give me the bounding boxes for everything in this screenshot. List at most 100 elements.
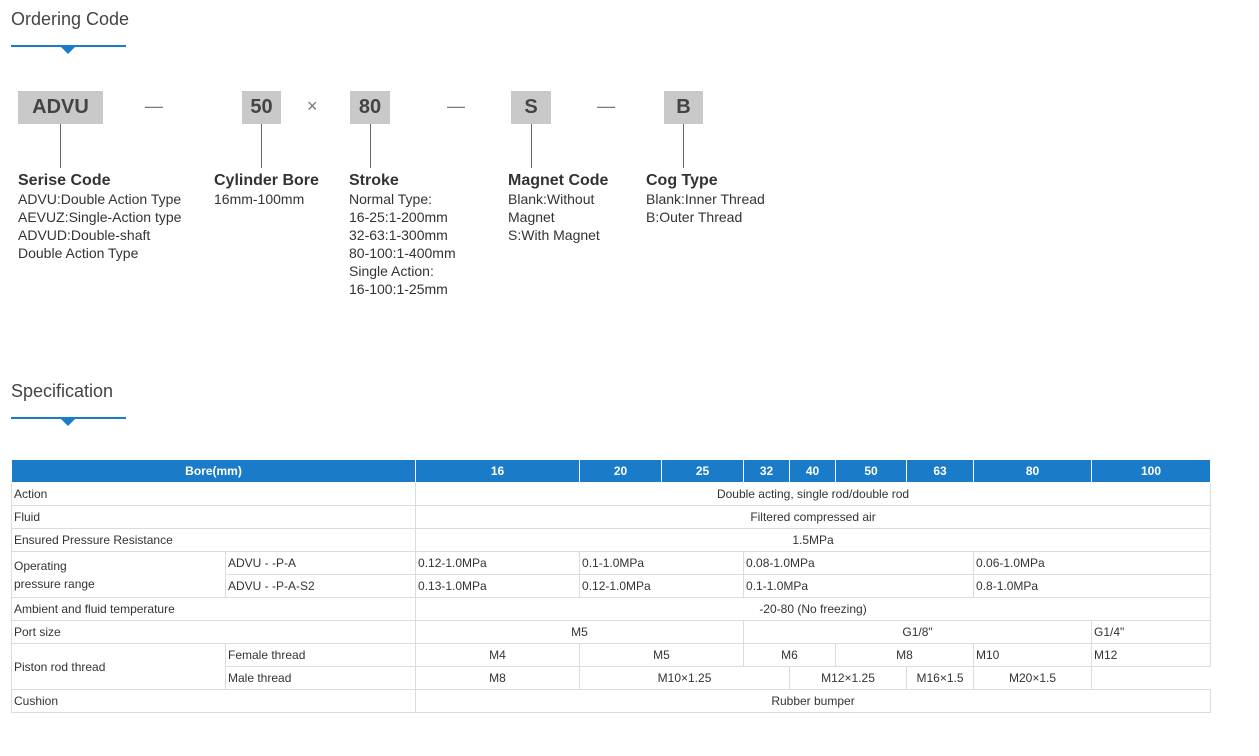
- label-line: pressure range: [14, 576, 95, 591]
- header-cell: 40: [789, 459, 837, 483]
- code-box: S: [511, 91, 551, 124]
- description-line: Blank:Without: [508, 191, 595, 207]
- heading-marker: [61, 419, 75, 426]
- description-line: ADVUD:Double-shaft: [18, 227, 151, 243]
- label-line: Operating: [14, 558, 67, 573]
- description-title: Cylinder Bore: [214, 172, 319, 189]
- sub-label: ADVU - -P-A: [224, 551, 417, 575]
- cell: 0.08-1.0MPa: [743, 551, 975, 575]
- row-label: Ensured Pressure Resistance: [10, 528, 417, 552]
- connector: [531, 124, 532, 168]
- cell: 1.5MPa: [415, 528, 1212, 552]
- description-line: Blank:Inner Thread: [646, 191, 765, 207]
- row: Male thread M8 M10×1.25 M12×1.25 M16×1.5…: [12, 666, 1211, 690]
- description-line: Double Action Type: [18, 245, 139, 261]
- header-row: Bore(mm) 16 20 25 32 40 50 63 80 100: [10, 459, 1212, 483]
- row: Piston rod thread Female thread M4 M5 M6…: [11, 643, 1212, 690]
- row: Ensured Pressure Resistance 1.5MPa: [10, 528, 1212, 552]
- header-cell: Bore(mm): [10, 459, 417, 483]
- cell: 0.1-1.0MPa: [579, 551, 745, 575]
- header-cell: 80: [973, 459, 1093, 483]
- description-title: Cog Type: [646, 172, 718, 189]
- code-box: 50: [242, 91, 281, 124]
- header-cell: 50: [835, 459, 908, 483]
- heading-marker: [61, 47, 75, 54]
- row-label: Ambient and fluid temperature: [10, 597, 417, 621]
- heading-underline: [11, 417, 126, 419]
- header-cell: 20: [579, 459, 663, 483]
- header-cell: 100: [1091, 459, 1212, 483]
- header-cell: 63: [906, 459, 975, 483]
- section-heading: Ordering Code: [11, 9, 130, 29]
- connector: [261, 124, 262, 168]
- sub-label: ADVU - -P-A-S2: [224, 574, 417, 598]
- header-cell: 16: [415, 459, 581, 483]
- code-box: ADVU: [18, 91, 103, 124]
- description-title: Stroke: [349, 172, 399, 189]
- cell: Rubber bumper: [415, 689, 1212, 713]
- row-label: Piston rod thread: [11, 643, 226, 690]
- cell: M4: [415, 643, 581, 667]
- cell: 0.8-1.0MPa: [973, 574, 1212, 598]
- row: Cushion Rubber bumper: [10, 689, 1212, 713]
- cell: M12×1.25: [789, 666, 908, 690]
- row-label: Port size: [10, 620, 417, 644]
- row: Fluid Filtered compressed air: [10, 505, 1212, 529]
- cell: 0.13-1.0MPa: [415, 574, 581, 598]
- cell: M16×1.5: [906, 666, 975, 690]
- description-line: Magnet: [508, 209, 555, 225]
- cell: M12: [1091, 643, 1212, 667]
- cell: 0.12-1.0MPa: [579, 574, 745, 598]
- section-heading: Specification: [11, 381, 114, 401]
- connector: [683, 124, 684, 168]
- cell: M5: [415, 620, 745, 644]
- cell: -20-80 (No freezing): [415, 597, 1212, 621]
- code-box: 80: [350, 91, 390, 124]
- cell: Filtered compressed air: [415, 505, 1212, 529]
- cell: 0.06-1.0MPa: [973, 551, 1212, 575]
- code-description: Stroke Normal Type: 16-25:1-200mm 32-63:…: [349, 171, 456, 298]
- heading-underline: [11, 45, 126, 47]
- separator: —: [447, 96, 465, 116]
- description-line: Single Action:: [349, 263, 434, 279]
- cell: M5: [579, 643, 745, 667]
- row: Operating pressure range ADVU - -P-A 0.12…: [11, 551, 1212, 598]
- code-box: B: [664, 91, 703, 124]
- separator: —: [145, 96, 163, 116]
- description-line: 32-63:1-300mm: [349, 227, 448, 243]
- row: Action Double acting, single rod/double …: [10, 482, 1212, 506]
- connector: [370, 124, 371, 168]
- separator: ×: [307, 96, 318, 116]
- cell: 0.1-1.0MPa: [743, 574, 975, 598]
- description-line: S:With Magnet: [508, 227, 600, 243]
- cell: M6: [743, 643, 837, 667]
- separator: —: [597, 96, 615, 116]
- cell: G1/8": [743, 620, 1093, 644]
- cell: G1/4": [1091, 620, 1212, 644]
- description-line: 16-25:1-200mm: [349, 209, 448, 225]
- description-title: Serise Code: [18, 172, 111, 189]
- code-description: Cylinder Bore 16mm-100mm: [214, 171, 319, 208]
- row: ADVU - -P-A-S2 0.13-1.0MPa 0.12-1.0MPa 0…: [12, 574, 1212, 598]
- row-label: Fluid: [10, 505, 417, 529]
- cell: 0.12-1.0MPa: [415, 551, 581, 575]
- header-cell: 32: [743, 459, 791, 483]
- description-title: Magnet Code: [508, 172, 609, 189]
- row-label: Operating pressure range: [11, 551, 226, 598]
- description-line: 80-100:1-400mm: [349, 245, 456, 261]
- description-line: AEVUZ:Single-Action type: [18, 209, 182, 225]
- sub-label: Male thread: [224, 666, 417, 690]
- code-description: Cog Type Blank:Inner Thread B:Outer Thre…: [646, 171, 765, 226]
- header-cell: 25: [661, 459, 745, 483]
- row: Port size M5 G1/8" G1/4": [10, 620, 1212, 644]
- description-line: 16mm-100mm: [214, 191, 305, 207]
- row-label: Action: [10, 482, 417, 506]
- row: Ambient and fluid temperature -20-80 (No…: [10, 597, 1212, 621]
- cell: Double acting, single rod/double rod: [415, 482, 1212, 506]
- description-line: 16-100:1-25mm: [349, 281, 448, 297]
- cell: M10: [973, 643, 1093, 667]
- sub-label: Female thread: [224, 643, 417, 667]
- code-description: Magnet Code Blank:Without Magnet S:With …: [508, 171, 608, 244]
- spec-table: Bore(mm) 16 20 25 32 40 50 63 80 100 Act…: [10, 459, 1212, 713]
